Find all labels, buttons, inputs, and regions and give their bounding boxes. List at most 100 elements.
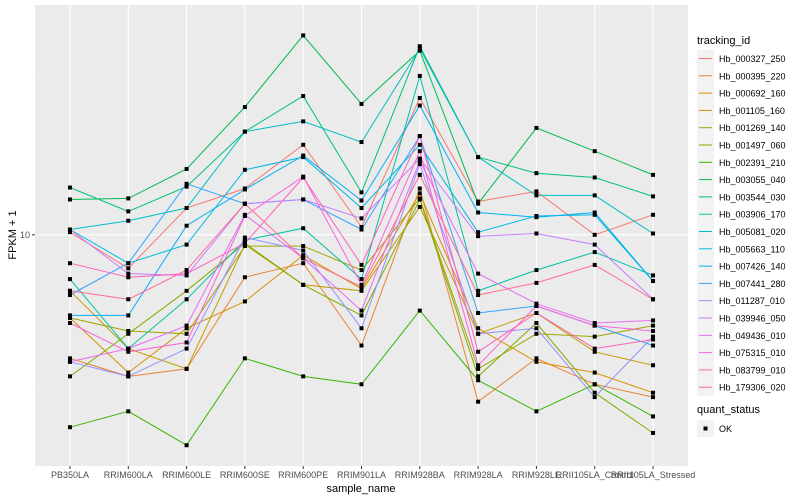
- data-point-Hb_007426_140: [242, 187, 247, 192]
- legend-label: Hb_000327_250: [719, 54, 786, 64]
- data-point-Hb_000327_250: [359, 224, 364, 229]
- data-point-Hb_001269_140: [359, 268, 364, 273]
- x-tick-label: RRIM600SE: [220, 470, 270, 480]
- data-point-Hb_083799_010: [242, 241, 247, 246]
- data-point-Hb_002391_210: [651, 414, 656, 419]
- data-point-Hb_000395_220: [476, 399, 481, 404]
- data-point-Hb_075315_010: [476, 363, 481, 368]
- data-point-Hb_001105_160: [417, 204, 422, 209]
- data-point-Hb_005081_020: [534, 193, 539, 198]
- data-point-Hb_001269_140: [301, 244, 306, 249]
- data-point-Hb_011287_010: [301, 248, 306, 253]
- data-point-Hb_003906_170: [67, 277, 72, 282]
- data-point-Hb_075315_010: [184, 340, 189, 345]
- x-tick-label: RRIM901LA: [337, 470, 386, 480]
- data-point-Hb_003055_040: [417, 48, 422, 53]
- data-point-Hb_007441_280: [476, 310, 481, 315]
- data-point-Hb_075315_010: [651, 328, 656, 333]
- data-point-Hb_002391_210: [301, 374, 306, 379]
- data-point-Hb_049436_010: [534, 301, 539, 306]
- data-point-Hb_001497_060: [417, 197, 422, 202]
- legend-label: Hb_000395_220: [719, 71, 786, 81]
- data-point-Hb_005663_110: [242, 167, 247, 172]
- data-point-Hb_049436_010: [184, 323, 189, 328]
- data-point-Hb_179306_020: [67, 288, 72, 293]
- data-point-Hb_000327_250: [592, 232, 597, 237]
- data-point-Hb_083799_010: [417, 134, 422, 139]
- x-axis-title: sample_name: [326, 483, 395, 495]
- data-point-Hb_039946_050: [126, 271, 131, 276]
- data-point-Hb_005663_110: [184, 242, 189, 247]
- data-point-Hb_000692_160: [184, 326, 189, 331]
- data-point-Hb_049436_010: [476, 271, 481, 276]
- data-point-Hb_005663_110: [592, 212, 597, 217]
- legend-label: Hb_003906_170: [719, 210, 786, 220]
- data-point-Hb_039946_050: [67, 227, 72, 232]
- data-point-Hb_003906_170: [476, 288, 481, 293]
- legend-shape-title: quant_status: [697, 404, 760, 416]
- data-point-Hb_083799_010: [126, 275, 131, 280]
- data-point-Hb_005663_110: [476, 230, 481, 235]
- data-point-Hb_000692_160: [126, 370, 131, 375]
- data-point-Hb_007426_140: [184, 223, 189, 228]
- series-points: [67, 33, 656, 448]
- data-point-Hb_003544_030: [126, 209, 131, 214]
- data-point-Hb_002391_210: [359, 382, 364, 387]
- data-point-Hb_003544_030: [534, 171, 539, 176]
- data-point-Hb_001497_060: [476, 374, 481, 379]
- data-point-Hb_039946_050: [592, 242, 597, 247]
- data-point-Hb_000327_250: [67, 230, 72, 235]
- x-tick-label: RRIM928LE: [512, 470, 561, 480]
- data-point-Hb_083799_010: [67, 261, 72, 266]
- data-point-Hb_000327_250: [417, 95, 422, 100]
- data-point-Hb_001497_060: [184, 288, 189, 293]
- data-point-Hb_003055_040: [359, 101, 364, 106]
- data-point-Hb_049436_010: [67, 359, 72, 364]
- legend-label: Hb_002391_210: [719, 158, 786, 168]
- data-point-Hb_003544_030: [651, 194, 656, 199]
- data-point-Hb_003906_170: [592, 250, 597, 255]
- data-point-Hb_011287_010: [359, 326, 364, 331]
- data-point-Hb_001269_140: [67, 315, 72, 320]
- data-point-Hb_000395_220: [301, 261, 306, 266]
- x-tick-label: RRIM600LE: [162, 470, 211, 480]
- data-point-Hb_083799_010: [651, 337, 656, 342]
- data-point-Hb_000692_160: [417, 191, 422, 196]
- legend-label: Hb_001105_160: [719, 106, 785, 116]
- data-point-Hb_002391_210: [417, 308, 422, 313]
- data-point-Hb_003055_040: [242, 105, 247, 110]
- data-point-Hb_007426_140: [126, 313, 131, 318]
- x-tick-label: RRIM928LA: [454, 470, 503, 480]
- data-point-Hb_001269_140: [126, 328, 131, 333]
- y-axis-title: FPKM + 1: [7, 210, 19, 259]
- data-point-Hb_039946_050: [417, 156, 422, 161]
- data-point-Hb_001269_140: [592, 334, 597, 339]
- data-point-Hb_002391_210: [592, 382, 597, 387]
- data-point-Hb_005081_020: [359, 140, 364, 145]
- data-point-Hb_049436_010: [126, 346, 131, 351]
- data-point-Hb_002391_210: [184, 443, 189, 448]
- data-point-Hb_039946_050: [534, 231, 539, 236]
- data-point-Hb_007441_280: [359, 227, 364, 232]
- data-point-Hb_001105_160: [592, 349, 597, 354]
- data-point-Hb_005081_020: [592, 193, 597, 198]
- data-point-Hb_001269_140: [476, 366, 481, 371]
- legend-label: Hb_001269_140: [719, 123, 786, 133]
- data-point-Hb_011287_010: [534, 326, 539, 331]
- data-point-Hb_007426_140: [534, 215, 539, 220]
- x-axis: PB350LA RRIM600LA RRIM600LE RRIM600SE RRIM60…: [51, 466, 695, 480]
- data-point-Hb_000395_220: [359, 343, 364, 348]
- legend-label: Hb_005663_110: [719, 244, 785, 254]
- data-point-Hb_000395_220: [534, 356, 539, 361]
- data-point-Hb_003906_170: [301, 226, 306, 231]
- data-point-Hb_002391_210: [242, 356, 247, 361]
- data-point-Hb_005081_020: [476, 155, 481, 160]
- data-point-Hb_007441_280: [126, 261, 131, 266]
- data-point-Hb_049436_010: [651, 318, 656, 323]
- data-point-Hb_001105_160: [184, 366, 189, 371]
- data-point-Hb_003544_030: [67, 185, 72, 190]
- data-point-Hb_179306_020: [359, 284, 364, 289]
- data-point-Hb_075315_010: [592, 323, 597, 328]
- data-point-Hb_179306_020: [126, 297, 131, 302]
